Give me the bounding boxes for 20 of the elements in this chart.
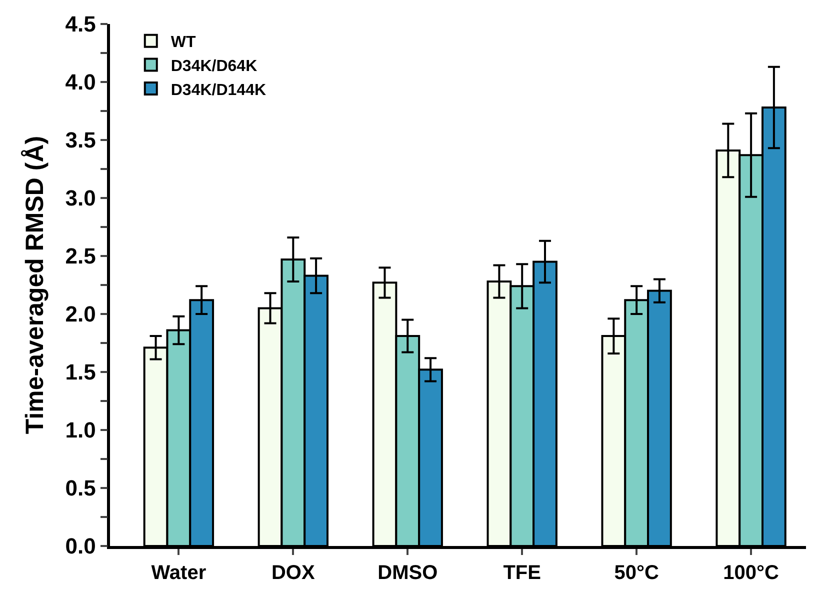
y-tick-label: 3.5	[65, 128, 96, 153]
y-tick-label: 0.5	[65, 476, 96, 501]
x-tick-label: TFE	[503, 562, 541, 584]
x-tick-label: Water	[151, 562, 206, 584]
y-tick-label: 3.0	[65, 186, 96, 211]
y-tick-label: 2.0	[65, 302, 96, 327]
x-tick-label: 100°C	[723, 562, 779, 584]
x-tick-label: 50°C	[614, 562, 659, 584]
y-tick-label: 0.0	[65, 534, 96, 559]
y-axis-title: Time-averaged RMSD (Å)	[20, 136, 50, 434]
legend-label: D34K/D64K	[170, 58, 258, 75]
x-tick-label: DMSO	[378, 562, 438, 584]
y-tick-label: 4.0	[65, 70, 96, 95]
y-tick-label: 2.5	[65, 244, 96, 269]
legend-label: WT	[170, 34, 196, 52]
legend-label: D34K/D144K	[170, 82, 266, 99]
y-tick-label: 1.0	[65, 418, 96, 443]
y-tick-label: 4.5	[65, 12, 96, 37]
y-tick-label: 1.5	[65, 360, 96, 385]
x-tick-label: DOX	[271, 562, 316, 584]
